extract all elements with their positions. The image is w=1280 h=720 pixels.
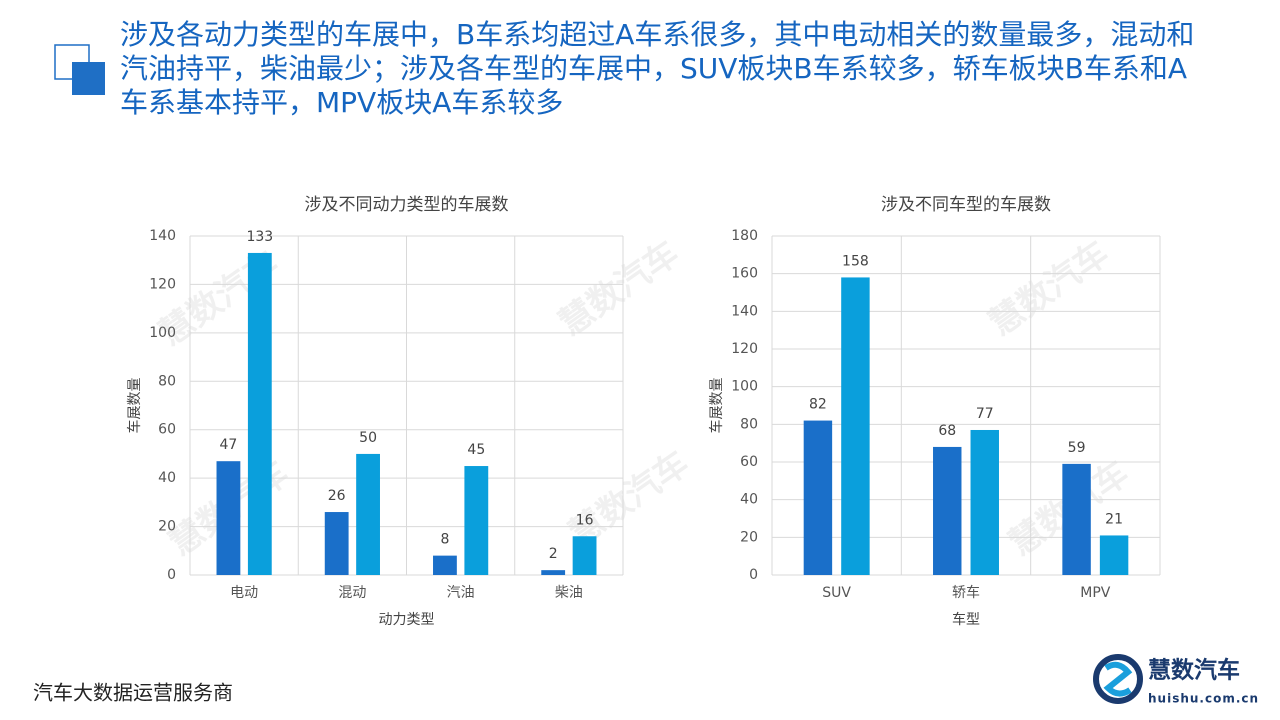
y-axis-label: 车展数量 [126,378,143,434]
x-tick-label: 汽油 [447,585,475,601]
y-axis-label: 车展数量 [708,378,725,434]
bar [541,570,566,575]
y-tick-label: 60 [158,422,176,438]
watermark: 慧数汽车 [982,233,1116,344]
chart-title: 涉及不同车型的车展数 [881,195,1051,215]
x-tick-label: SUV [822,585,851,601]
data-label: 77 [976,406,994,422]
bar [433,555,457,575]
bar [464,466,489,575]
data-label: 59 [1068,440,1086,456]
x-tick-label: 电动 [230,585,258,601]
bar [216,461,241,575]
bar [324,512,349,575]
bar [1099,535,1129,575]
data-label: 158 [842,253,869,269]
data-label: 16 [576,512,594,528]
deco-square [72,62,105,95]
x-tick-label: 柴油 [555,585,583,601]
y-tick-label: 0 [167,567,176,583]
bar [803,420,833,575]
logo-url: huishu.com.cn [1148,692,1259,706]
x-axis-label: 动力类型 [379,612,435,628]
y-tick-label: 120 [731,341,758,357]
bar [933,446,962,575]
y-tick-label: 60 [740,454,758,470]
data-label: 2 [549,546,558,562]
logo: 慧数汽车 huishu.com.cn [1093,654,1259,706]
y-tick-label: 0 [749,567,758,583]
slide-title: 涉及各动力类型的车展中，B车系均超过A车系很多，其中电动相关的数量最多，混动和汽… [120,18,1195,119]
data-label: 26 [328,488,346,504]
logo-name: 慧数汽车 [1148,657,1240,684]
bar [356,453,380,575]
y-tick-label: 80 [740,416,758,432]
y-tick-label: 40 [158,470,176,486]
y-tick-label: 100 [731,379,758,395]
bar [841,277,870,575]
bar [970,429,999,575]
y-tick-label: 100 [149,325,176,341]
y-tick-label: 140 [731,303,758,319]
y-tick-label: 180 [731,228,758,244]
x-tick-label: MPV [1080,585,1111,601]
data-label: 82 [809,397,827,413]
y-tick-label: 140 [149,228,176,244]
watermark: 慧数汽车 [552,233,686,344]
y-tick-label: 120 [149,276,176,292]
data-label: 68 [938,423,956,439]
footer-text: 汽车大数据运营服务商 [33,681,233,705]
y-tick-label: 20 [158,519,176,535]
data-label: 45 [467,442,485,458]
bar [247,252,272,575]
x-tick-label: 轿车 [952,584,980,601]
x-tick-label: 混动 [338,585,366,601]
chart-title: 涉及不同动力类型的车展数 [305,195,509,215]
logo-icon [1103,661,1133,697]
data-label: 133 [246,229,273,245]
x-axis-label: 车型 [952,611,980,628]
bar [1062,463,1091,575]
logo-icon [1093,654,1143,704]
data-label: 21 [1105,511,1123,527]
y-tick-label: 160 [731,266,758,282]
data-label: 50 [359,430,377,446]
data-label: 8 [440,532,449,548]
y-tick-label: 20 [740,529,758,545]
y-tick-label: 80 [158,373,176,389]
y-tick-label: 40 [740,492,758,508]
bar [572,536,597,575]
data-label: 47 [220,437,238,453]
